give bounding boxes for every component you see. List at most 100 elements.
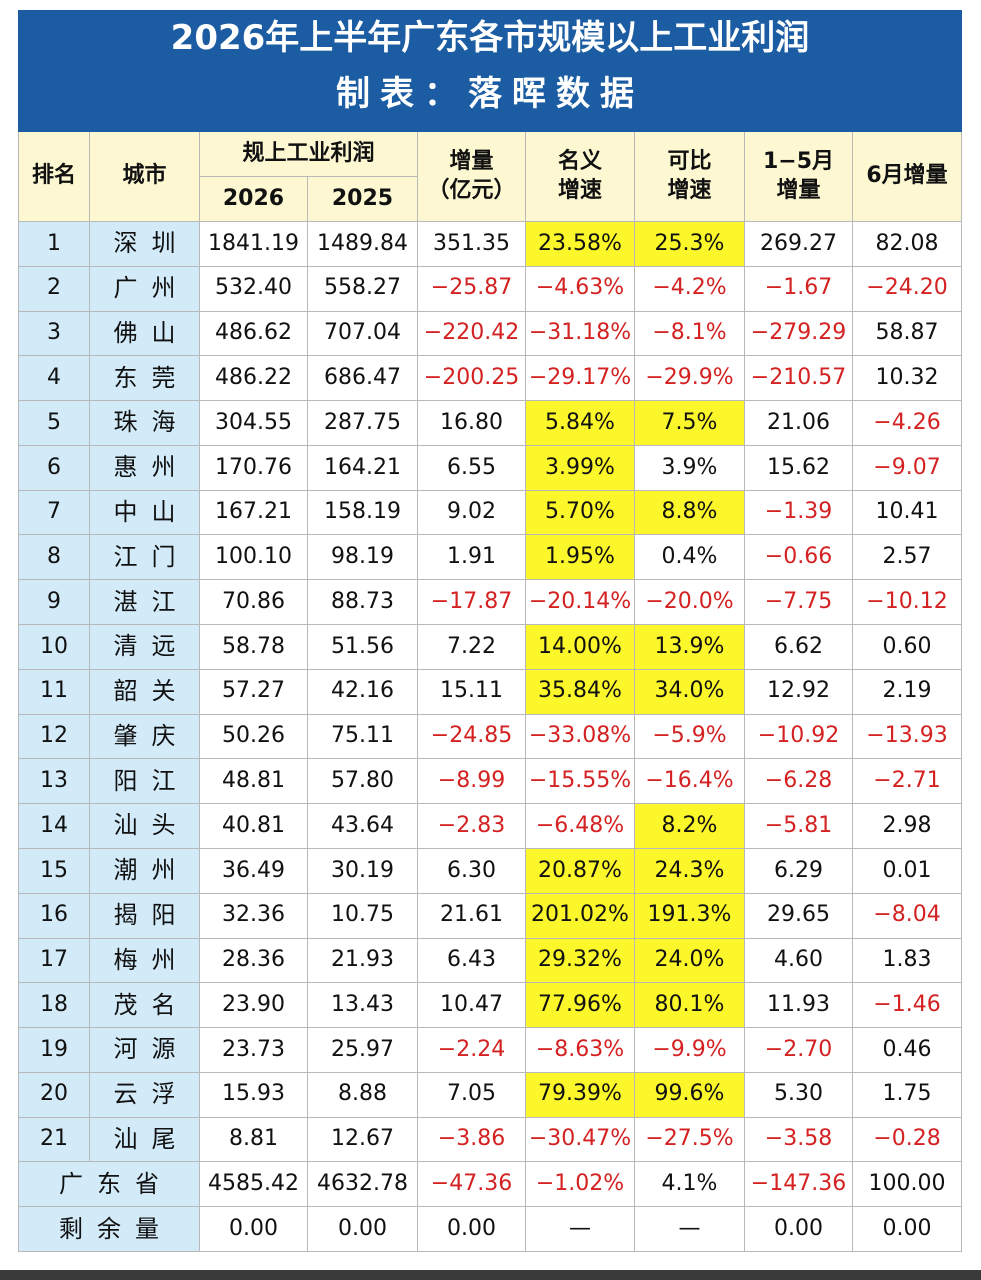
rank-text: 17 — [40, 947, 68, 973]
data-cell-text: 100.00 — [868, 1171, 946, 1197]
city-text: 广州 — [113, 274, 190, 303]
data-cell-text: 6.30 — [447, 857, 496, 883]
data-cell: −2.71 — [853, 759, 962, 805]
data-cell: −147.36 — [745, 1162, 853, 1208]
data-cell-text: −24.85 — [430, 723, 513, 749]
total-label-text: 广东省 — [59, 1169, 173, 1198]
data-cell-text: 13.9% — [654, 633, 725, 659]
data-cell-text: 58.78 — [222, 633, 285, 659]
data-cell: 0.60 — [853, 625, 962, 670]
header-profit-text: 规上工业利润 — [242, 140, 375, 166]
data-cell: −24.20 — [853, 266, 962, 312]
data-cell: 4.60 — [745, 938, 853, 984]
data-cell: 58.87 — [853, 311, 962, 357]
city: 汕头 — [90, 804, 200, 849]
header-jan-may-text: 增量 — [776, 177, 821, 203]
rank-text: 14 — [40, 812, 68, 838]
data-cell-text: −10.92 — [757, 723, 840, 749]
data-cell: −8.1% — [635, 311, 745, 357]
data-cell-text: 9.02 — [447, 499, 496, 525]
data-cell: 25.3% — [635, 222, 745, 267]
data-cell-text: 201.02% — [531, 902, 629, 928]
rank-text: 11 — [40, 678, 68, 704]
data-cell: 51.56 — [308, 625, 418, 670]
data-cell-text: 558.27 — [324, 275, 401, 301]
data-cell-text: 3.99% — [545, 454, 615, 480]
data-cell-text: 7.22 — [447, 633, 496, 659]
data-cell-text: 167.21 — [215, 499, 292, 525]
header-profit: 规上工业利润 — [200, 132, 418, 177]
header-city-text: 城市 — [122, 163, 167, 189]
data-cell-text: −279.29 — [750, 320, 847, 346]
city: 湛江 — [90, 580, 200, 626]
data-cell-text: −20.0% — [645, 588, 734, 614]
header-june-text: 6月增量 — [866, 163, 948, 189]
data-cell: 20.87% — [526, 848, 635, 894]
data-cell-text: −6.48% — [535, 812, 625, 838]
city-text: 汕尾 — [113, 1124, 190, 1153]
data-cell-text: −30.47% — [528, 1126, 632, 1152]
data-cell: 486.22 — [200, 356, 308, 402]
data-cell-text: 8.8% — [661, 499, 718, 525]
data-cell-text: −3.86 — [437, 1126, 506, 1152]
title: 2026年上半年广东各市规模以上工业利润 — [170, 18, 810, 58]
rank: 1 — [18, 222, 90, 267]
city-text: 珠海 — [113, 408, 190, 437]
data-cell-text: 6.43 — [447, 947, 496, 973]
data-cell-text: −0.66 — [764, 544, 833, 570]
city: 揭阳 — [90, 893, 200, 939]
data-cell: 79.39% — [526, 1072, 635, 1118]
data-cell: 100.10 — [200, 535, 308, 581]
header-year: 2026 — [200, 177, 308, 222]
header-comparable-text: 增速 — [667, 177, 712, 203]
data-cell: 10.75 — [308, 893, 418, 939]
title-banner: 2026年上半年广东各市规模以上工业利润 制表：落晖数据 — [18, 10, 962, 132]
data-cell-text: 79.39% — [538, 1081, 622, 1107]
data-cell-text: 10.75 — [331, 902, 394, 928]
data-cell: 23.90 — [200, 983, 308, 1029]
data-cell-text: −13.93 — [866, 723, 948, 749]
data-cell: −3.58 — [745, 1117, 853, 1163]
data-cell: 8.2% — [635, 804, 745, 849]
data-cell: 4.1% — [635, 1162, 745, 1208]
data-cell-text: 15.62 — [767, 454, 830, 480]
data-cell: 8.88 — [308, 1072, 418, 1118]
data-cell-text: 1.83 — [882, 947, 932, 973]
data-cell: −16.4% — [635, 759, 745, 805]
data-cell: 304.55 — [200, 401, 308, 446]
data-cell: 1.75 — [853, 1072, 962, 1118]
city-text: 江门 — [113, 542, 190, 571]
header-rank-text: 排名 — [31, 163, 76, 189]
data-cell: 21.06 — [745, 401, 853, 446]
data-cell: −2.83 — [418, 804, 526, 849]
data-cell: 30.19 — [308, 848, 418, 894]
data-cell: −13.93 — [853, 714, 962, 760]
data-cell-text: −6.28 — [764, 767, 833, 793]
data-cell-text: −47.36 — [430, 1171, 513, 1197]
data-cell: 2.57 — [853, 535, 962, 581]
city: 江门 — [90, 535, 200, 581]
data-cell: 70.86 — [200, 580, 308, 626]
header-year-text: 2026 — [222, 185, 285, 211]
data-cell: 21.93 — [308, 938, 418, 984]
data-cell-text: −2.83 — [437, 812, 506, 838]
city: 河源 — [90, 1028, 200, 1073]
data-cell-text: −210.57 — [750, 364, 847, 390]
data-cell: 0.00 — [308, 1207, 418, 1252]
rank-text: 15 — [40, 857, 68, 883]
data-cell: 10.47 — [418, 983, 526, 1029]
data-cell: 0.46 — [853, 1028, 962, 1073]
data-cell-text: −0.28 — [873, 1126, 941, 1152]
data-cell: −33.08% — [526, 714, 635, 760]
data-cell-text: 0.00 — [338, 1215, 387, 1241]
data-cell-text: 57.80 — [331, 767, 394, 793]
data-cell-text: 20.87% — [538, 857, 622, 883]
data-cell: 15.62 — [745, 445, 853, 491]
data-cell-text: 0.00 — [774, 1215, 823, 1241]
data-cell-text: 99.6% — [654, 1081, 725, 1107]
data-cell-text: −4.63% — [535, 275, 625, 301]
data-cell-text: 29.32% — [538, 947, 622, 973]
data-cell: 98.19 — [308, 535, 418, 581]
city-text: 潮州 — [113, 856, 190, 885]
rank: 8 — [18, 535, 90, 581]
